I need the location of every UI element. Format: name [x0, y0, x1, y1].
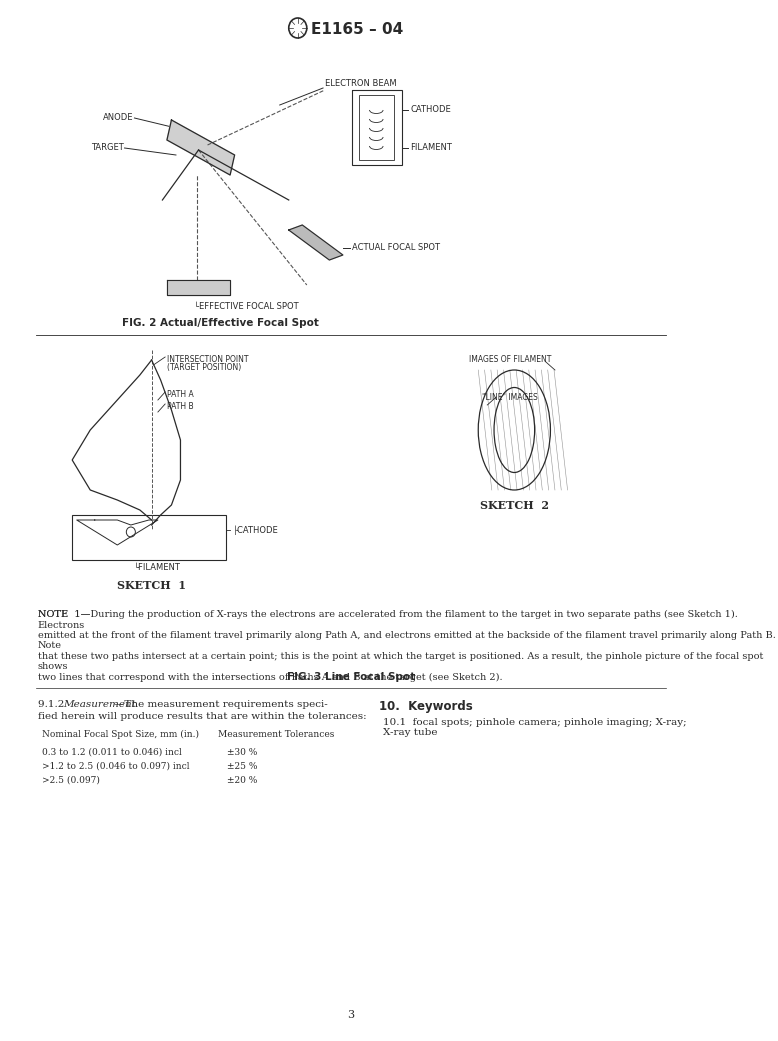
- Text: ±25 %: ±25 %: [227, 762, 258, 771]
- Text: INTERSECTION POINT: INTERSECTION POINT: [167, 355, 248, 364]
- Text: 0.3 to 1.2 (0.011 to 0.046) incl: 0.3 to 1.2 (0.011 to 0.046) incl: [43, 748, 182, 757]
- Bar: [359, 95, 394, 160]
- Text: "LINE" IMAGES: "LINE" IMAGES: [482, 393, 538, 402]
- Bar: [352, 90, 401, 166]
- Text: └EFFECTIVE FOCAL SPOT: └EFFECTIVE FOCAL SPOT: [194, 302, 299, 311]
- Text: fied herein will produce results that are within the tolerances:: fied herein will produce results that ar…: [38, 712, 366, 721]
- Text: 10.1  focal spots; pinhole camera; pinhole imaging; X-ray;
X-ray tube: 10.1 focal spots; pinhole camera; pinhol…: [384, 718, 687, 737]
- Text: 10.  Keywords: 10. Keywords: [379, 700, 473, 713]
- Text: IMAGES OF FILAMENT: IMAGES OF FILAMENT: [468, 355, 551, 364]
- Text: SKETCH  2: SKETCH 2: [480, 500, 548, 511]
- Text: PATH A: PATH A: [167, 390, 194, 399]
- Polygon shape: [289, 225, 343, 260]
- Text: └FILAMENT: └FILAMENT: [134, 563, 180, 572]
- Text: —The measurement requirements speci-: —The measurement requirements speci-: [114, 700, 328, 709]
- Text: ±20 %: ±20 %: [227, 776, 258, 785]
- Polygon shape: [167, 120, 235, 175]
- Text: ±30 %: ±30 %: [227, 748, 258, 757]
- Text: 3: 3: [348, 1010, 355, 1020]
- Text: Measurement: Measurement: [63, 700, 136, 709]
- Polygon shape: [167, 280, 230, 295]
- Text: PATH B: PATH B: [167, 402, 194, 411]
- Text: (TARGET POSITION): (TARGET POSITION): [167, 363, 241, 372]
- Text: TARGET: TARGET: [91, 144, 124, 152]
- Text: E1165 – 04: E1165 – 04: [311, 22, 404, 37]
- Text: Nominal Focal Spot Size, mm (in.): Nominal Focal Spot Size, mm (in.): [43, 730, 199, 739]
- Text: ANODE: ANODE: [103, 113, 134, 123]
- Text: FIG. 2 Actual/Effective Focal Spot: FIG. 2 Actual/Effective Focal Spot: [122, 318, 319, 328]
- Text: SKETCH  1: SKETCH 1: [117, 580, 186, 591]
- Text: FIG. 3 Line Focal Spot: FIG. 3 Line Focal Spot: [287, 672, 415, 682]
- Text: ELECTRON BEAM: ELECTRON BEAM: [325, 79, 397, 88]
- Text: >1.2 to 2.5 (0.046 to 0.097) incl: >1.2 to 2.5 (0.046 to 0.097) incl: [43, 762, 190, 771]
- Text: ├CATHODE: ├CATHODE: [233, 526, 279, 535]
- Text: >2.5 (0.097): >2.5 (0.097): [43, 776, 100, 785]
- Text: NOTE  1—During the production of X-rays the electrons are accelerated from the f: NOTE 1—During the production of X-rays t…: [38, 610, 776, 682]
- Text: NOTE  1—: NOTE 1—: [38, 610, 90, 619]
- Text: Measurement Tolerances: Measurement Tolerances: [219, 730, 335, 739]
- Bar: [72, 515, 226, 560]
- Text: CATHODE: CATHODE: [411, 105, 451, 115]
- Text: FILAMENT: FILAMENT: [411, 144, 453, 152]
- Text: ACTUAL FOCAL SPOT: ACTUAL FOCAL SPOT: [352, 244, 440, 253]
- Text: 9.1.2: 9.1.2: [38, 700, 71, 709]
